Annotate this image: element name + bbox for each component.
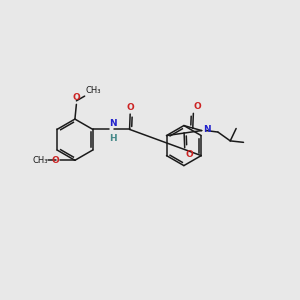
Text: H: H (110, 134, 117, 142)
Text: O: O (194, 102, 202, 111)
Text: O: O (126, 103, 134, 112)
Text: CH₃: CH₃ (32, 156, 47, 165)
Text: O: O (73, 93, 80, 102)
Text: N: N (110, 118, 117, 127)
Text: CH₃: CH₃ (85, 85, 101, 94)
Text: O: O (185, 150, 193, 159)
Text: N: N (203, 125, 211, 134)
Text: O: O (51, 156, 59, 165)
